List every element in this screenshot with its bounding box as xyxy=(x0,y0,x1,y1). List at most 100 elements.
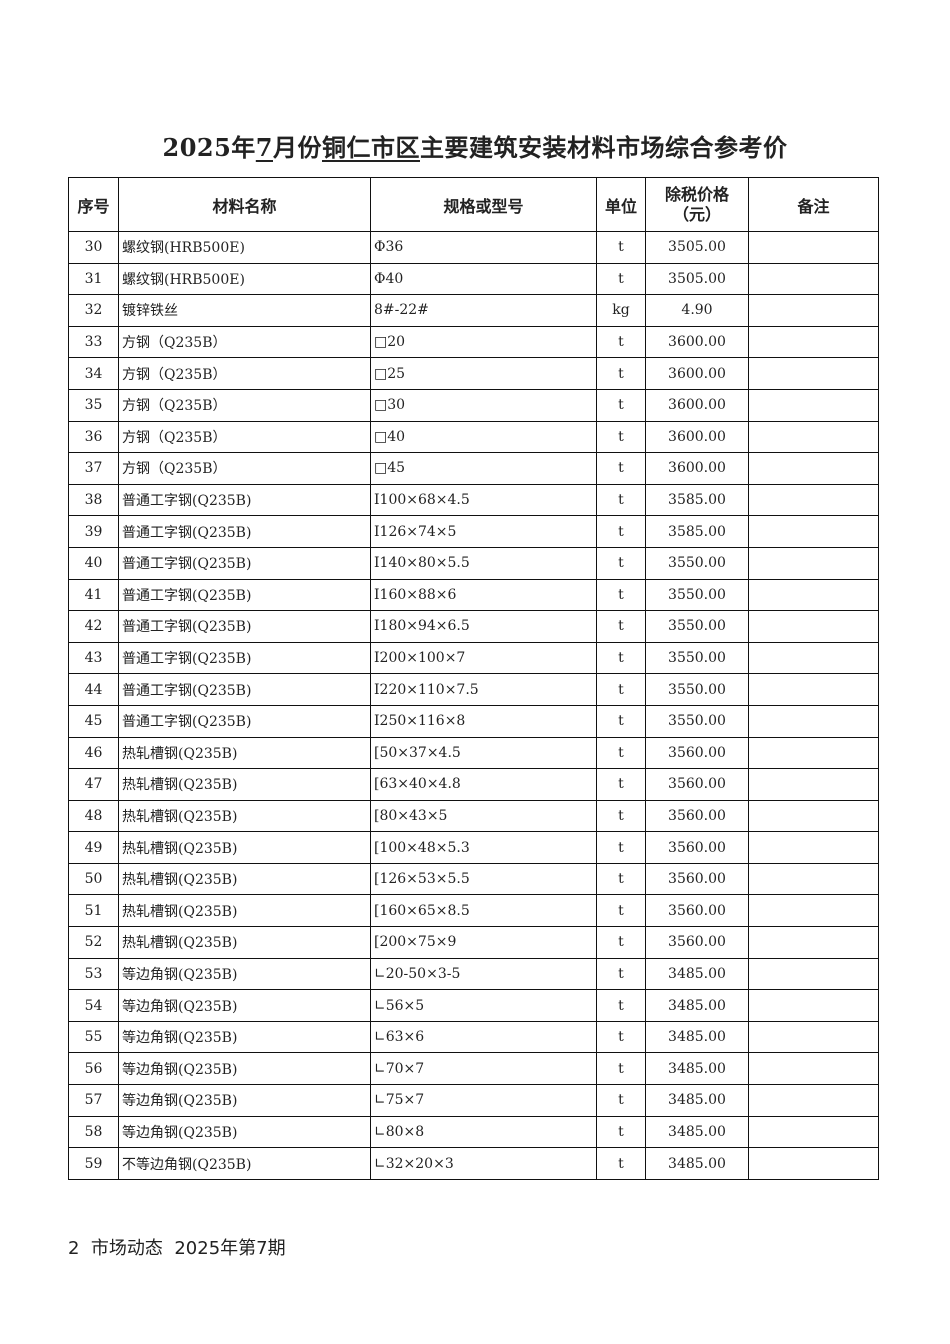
cell-spec: I140×80×5.5 xyxy=(370,546,597,580)
cell-price: 3550.00 xyxy=(645,610,749,643)
cell-name: 普通工字钢(Q235B) xyxy=(118,641,371,675)
cell-price: 3600.00 xyxy=(645,388,749,422)
cell-name: 等边角钢(Q235B) xyxy=(118,989,371,1022)
cell-spec: I160×88×6 xyxy=(370,578,597,612)
table-row: 48 热轧槽钢(Q235B) [80×43×5 t 3560.00 xyxy=(68,799,879,833)
cell-price: 3560.00 xyxy=(645,894,749,928)
table-row: 53 等边角钢(Q235B) ∟20-50×3-5 t 3485.00 xyxy=(68,957,879,991)
cell-note xyxy=(748,1084,879,1117)
cell-unit: t xyxy=(596,262,646,296)
header-unit: 单位 xyxy=(596,177,646,232)
cell-note xyxy=(748,388,879,422)
cell-spec: ∟56×5 xyxy=(370,989,597,1022)
table-row: 34 方钢（Q235B） □25 t 3600.00 xyxy=(68,357,879,390)
cell-no: 32 xyxy=(68,294,119,327)
cell-price: 4.90 xyxy=(645,294,749,327)
cell-note xyxy=(748,704,879,738)
header-price-line1: 除税价格 xyxy=(664,184,729,204)
title-region: 铜仁市区 xyxy=(322,133,420,162)
cell-note xyxy=(748,1147,879,1180)
cell-price: 3505.00 xyxy=(645,262,749,296)
cell-note xyxy=(748,1052,879,1086)
cell-name: 方钢（Q235B） xyxy=(118,357,371,390)
cell-no: 39 xyxy=(68,515,119,548)
cell-note xyxy=(748,515,879,548)
cell-name: 热轧槽钢(Q235B) xyxy=(118,926,371,959)
cell-price: 3560.00 xyxy=(645,799,749,833)
cell-spec: [100×48×5.3 xyxy=(370,831,597,864)
cell-unit: t xyxy=(596,483,646,517)
cell-no: 56 xyxy=(68,1052,119,1086)
cell-spec: [160×65×8.5 xyxy=(370,894,597,928)
cell-name: 等边角钢(Q235B) xyxy=(118,957,371,991)
cell-no: 58 xyxy=(68,1115,119,1149)
cell-unit: t xyxy=(596,736,646,770)
cell-name: 螺纹钢(HRB500E) xyxy=(118,262,371,296)
table-row: 41 普通工字钢(Q235B) I160×88×6 t 3550.00 xyxy=(68,578,879,612)
cell-name: 普通工字钢(Q235B) xyxy=(118,704,371,738)
cell-unit: t xyxy=(596,1020,646,1054)
cell-unit: t xyxy=(596,420,646,454)
cell-name: 普通工字钢(Q235B) xyxy=(118,610,371,643)
cell-name: 热轧槽钢(Q235B) xyxy=(118,862,371,896)
title-month: 7 xyxy=(255,133,273,162)
cell-price: 3485.00 xyxy=(645,989,749,1022)
cell-no: 59 xyxy=(68,1147,119,1180)
cell-spec: Φ36 xyxy=(370,231,597,264)
cell-no: 54 xyxy=(68,989,119,1022)
cell-note xyxy=(748,957,879,991)
cell-no: 42 xyxy=(68,610,119,643)
cell-note xyxy=(748,989,879,1022)
cell-spec: 8#-22# xyxy=(370,294,597,327)
header-note: 备注 xyxy=(748,177,879,232)
cell-no: 52 xyxy=(68,926,119,959)
cell-price: 3505.00 xyxy=(645,231,749,264)
cell-note xyxy=(748,894,879,928)
cell-spec: □45 xyxy=(370,452,597,485)
cell-name: 方钢（Q235B） xyxy=(118,420,371,454)
cell-price: 3550.00 xyxy=(645,641,749,675)
cell-no: 46 xyxy=(68,736,119,770)
table-row: 38 普通工字钢(Q235B) I100×68×4.5 t 3585.00 xyxy=(68,483,879,517)
table-row: 44 普通工字钢(Q235B) I220×110×7.5 t 3550.00 xyxy=(68,673,879,706)
cell-note xyxy=(748,357,879,390)
cell-no: 33 xyxy=(68,325,119,359)
cell-note xyxy=(748,768,879,801)
cell-note xyxy=(748,641,879,675)
cell-price: 3560.00 xyxy=(645,831,749,864)
table-row: 46 热轧槽钢(Q235B) [50×37×4.5 t 3560.00 xyxy=(68,736,879,770)
cell-unit: t xyxy=(596,388,646,422)
cell-spec: ∟63×6 xyxy=(370,1020,597,1054)
cell-no: 41 xyxy=(68,578,119,612)
table-row: 55 等边角钢(Q235B) ∟63×6 t 3485.00 xyxy=(68,1020,879,1054)
cell-unit: t xyxy=(596,926,646,959)
cell-note xyxy=(748,231,879,264)
footer-page-number: 2 xyxy=(68,1238,80,1259)
cell-price: 3560.00 xyxy=(645,926,749,959)
cell-note xyxy=(748,862,879,896)
cell-price: 3560.00 xyxy=(645,862,749,896)
table-row: 58 等边角钢(Q235B) ∟80×8 t 3485.00 xyxy=(68,1115,879,1149)
cell-price: 3600.00 xyxy=(645,452,749,485)
table-row: 50 热轧槽钢(Q235B) [126×53×5.5 t 3560.00 xyxy=(68,862,879,896)
cell-no: 47 xyxy=(68,768,119,801)
cell-name: 等边角钢(Q235B) xyxy=(118,1052,371,1086)
table-row: 35 方钢（Q235B） □30 t 3600.00 xyxy=(68,388,879,422)
cell-no: 55 xyxy=(68,1020,119,1054)
table-row: 39 普通工字钢(Q235B) I126×74×5 t 3585.00 xyxy=(68,515,879,548)
table-row: 40 普通工字钢(Q235B) I140×80×5.5 t 3550.00 xyxy=(68,546,879,580)
cell-note xyxy=(748,420,879,454)
cell-no: 44 xyxy=(68,673,119,706)
cell-unit: t xyxy=(596,1084,646,1117)
cell-name: 热轧槽钢(Q235B) xyxy=(118,894,371,928)
cell-note xyxy=(748,926,879,959)
cell-spec: I220×110×7.5 xyxy=(370,673,597,706)
table-row: 43 普通工字钢(Q235B) I200×100×7 t 3550.00 xyxy=(68,641,879,675)
cell-name: 方钢（Q235B） xyxy=(118,452,371,485)
cell-spec: I200×100×7 xyxy=(370,641,597,675)
cell-spec: □25 xyxy=(370,357,597,390)
cell-price: 3600.00 xyxy=(645,325,749,359)
table-row: 36 方钢（Q235B） □40 t 3600.00 xyxy=(68,420,879,454)
cell-name: 镀锌铁丝 xyxy=(118,294,371,327)
cell-unit: t xyxy=(596,799,646,833)
